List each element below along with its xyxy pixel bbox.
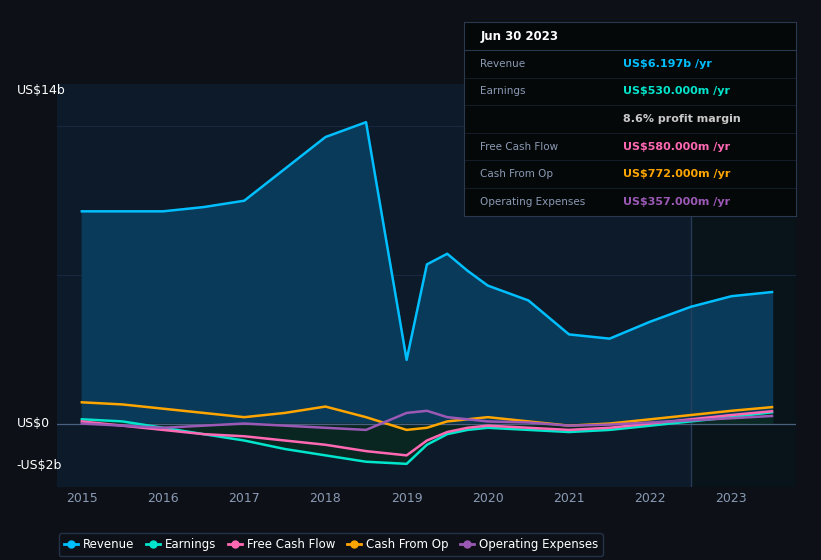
Text: Earnings: Earnings [480,86,526,96]
Text: US$580.000m /yr: US$580.000m /yr [623,142,731,152]
Legend: Revenue, Earnings, Free Cash Flow, Cash From Op, Operating Expenses: Revenue, Earnings, Free Cash Flow, Cash … [59,534,603,556]
Text: Cash From Op: Cash From Op [480,169,553,179]
Text: US$772.000m /yr: US$772.000m /yr [623,169,731,179]
Text: Jun 30 2023: Jun 30 2023 [480,30,558,43]
Text: US$0: US$0 [17,417,50,430]
Text: -US$2b: -US$2b [17,459,62,473]
Text: US$357.000m /yr: US$357.000m /yr [623,197,731,207]
Text: US$530.000m /yr: US$530.000m /yr [623,86,731,96]
Bar [690,84,796,487]
Text: Revenue: Revenue [480,59,525,69]
Text: US$6.197b /yr: US$6.197b /yr [623,59,713,69]
Text: 8.6% profit margin: 8.6% profit margin [623,114,741,124]
Text: Free Cash Flow: Free Cash Flow [480,142,558,152]
Text: Operating Expenses: Operating Expenses [480,197,585,207]
Text: US$14b: US$14b [17,84,66,97]
